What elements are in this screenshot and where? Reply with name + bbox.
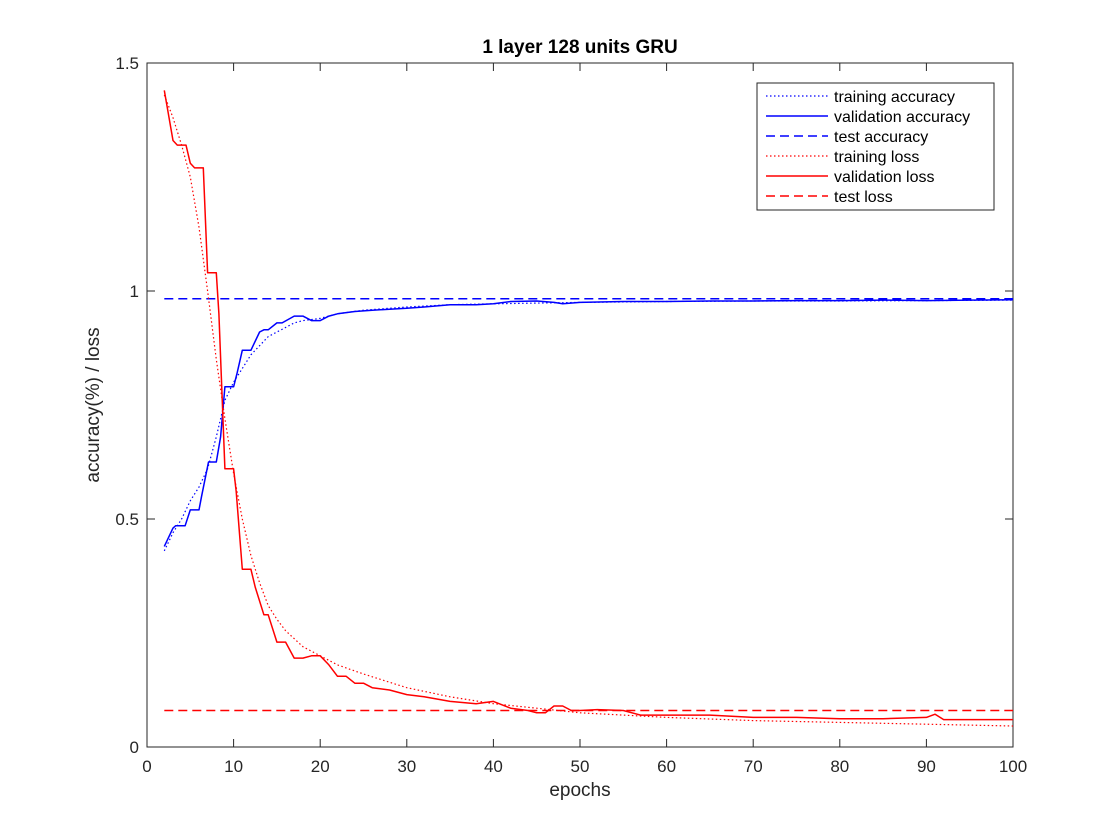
legend: training accuracy validation accuracy test… (756, 82, 995, 211)
x-tick-label: 80 (830, 757, 849, 776)
x-tick-label: 20 (311, 757, 330, 776)
series-line-training-accuracy (163, 299, 1014, 552)
legend-label: training loss (834, 149, 919, 166)
series-line-validation-accuracy (163, 298, 1014, 547)
x-axis-label: epochs (549, 780, 610, 801)
legend-label: training accuracy (834, 89, 955, 106)
y-tick-label: 1 (130, 282, 139, 301)
legend-label: test loss (834, 189, 893, 206)
legend-label: validation accuracy (834, 109, 970, 126)
x-tick-label: 40 (484, 757, 503, 776)
series-layer (163, 90, 1014, 727)
series-line-training-loss (163, 94, 1014, 727)
x-tick-label: 30 (397, 757, 416, 776)
y-tick-label: 1.5 (115, 54, 139, 73)
x-tick-label: 50 (571, 757, 590, 776)
x-tick-label: 10 (224, 757, 243, 776)
legend-label: validation loss (834, 169, 935, 186)
series-line-validation-loss (163, 90, 1013, 721)
y-tick-label: 0.5 (115, 510, 139, 529)
x-axis: 0 10 20 30 40 50 60 70 80 90 100 (142, 63, 1027, 776)
y-axis-label: accuracy(%) / loss (83, 327, 104, 482)
legend-box (756, 82, 995, 211)
x-tick-label: 0 (142, 757, 151, 776)
legend-label: test accuracy (834, 129, 928, 146)
x-tick-label: 60 (657, 757, 676, 776)
y-axis: 0 0.5 1 1.5 (115, 54, 1013, 757)
x-tick-label: 90 (917, 757, 936, 776)
y-tick-label: 0 (130, 738, 139, 757)
x-tick-label: 100 (999, 757, 1027, 776)
chart-title: 1 layer 128 units GRU (482, 37, 677, 58)
x-tick-label: 70 (744, 757, 763, 776)
